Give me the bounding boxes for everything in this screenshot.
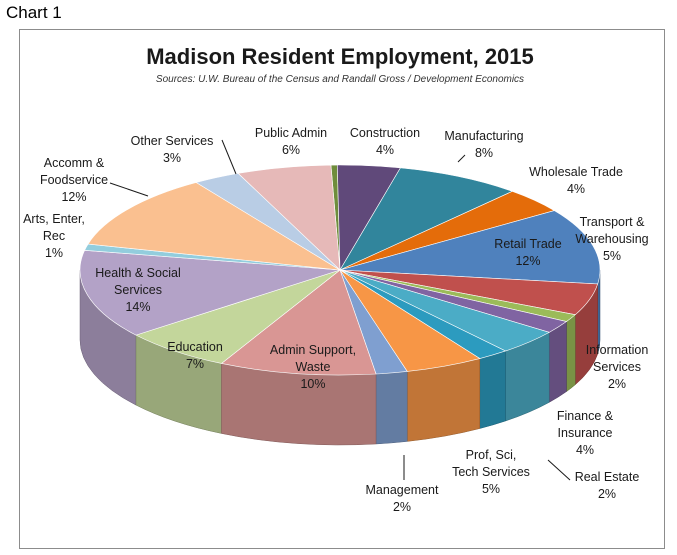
label-leaders <box>109 139 571 481</box>
slice-public-admin <box>237 164 341 271</box>
label-line: Insurance <box>558 426 613 440</box>
label-line: Public Admin <box>255 126 327 140</box>
label-line: 4% <box>576 443 594 457</box>
label-line: Services <box>593 360 641 374</box>
slice-health-social-services <box>79 249 341 336</box>
label-line: Real Estate <box>575 470 640 484</box>
label-line: Foodservice <box>40 173 108 187</box>
leader-accomm-foodservice <box>109 182 149 197</box>
label-line: 12% <box>515 254 540 268</box>
label-line: Education <box>167 340 223 354</box>
label-line: Prof, Sci, <box>466 448 517 462</box>
side-information-services <box>548 321 567 403</box>
chart-title: Madison Resident Employment, 2015 <box>146 44 534 69</box>
label-line: 2% <box>598 487 616 501</box>
chart-caption: Chart 1 <box>6 3 62 22</box>
label-line: Services <box>114 283 162 297</box>
label-finance-insurance: Finance & Insurance 4% <box>557 409 614 457</box>
label-public-admin: Public Admin 6% <box>255 126 327 157</box>
label-line: Other Services <box>131 134 214 148</box>
side-admin-support-waste <box>221 363 377 446</box>
label-line: 4% <box>376 143 394 157</box>
label-line: 10% <box>300 377 325 391</box>
label-line: 2% <box>393 500 411 514</box>
label-line: Waste <box>296 360 331 374</box>
label-education: Education 7% <box>167 340 223 371</box>
slice-retail-trade <box>339 210 601 285</box>
chart-subtitle: Sources: U.W. Bureau of the Census and R… <box>156 74 524 85</box>
label-line: Warehousing <box>575 232 648 246</box>
label-line: Management <box>366 483 439 497</box>
label-management: Management 2% <box>366 483 439 514</box>
label-information-services: Information Services 2% <box>586 343 649 391</box>
label-line: Manufacturing <box>444 129 523 143</box>
label-arts-enter-rec: Arts, Enter, Rec 1% <box>23 212 85 260</box>
label-construction: Construction 4% <box>350 126 420 157</box>
label-line: 5% <box>482 482 500 496</box>
leader-manufacturing <box>457 154 466 163</box>
label-line: 8% <box>475 146 493 160</box>
label-line: Finance & <box>557 409 614 423</box>
slice-labels: Construction 4% Manufacturing 8% Wholesale T… <box>23 126 649 514</box>
label-line: Tech Services <box>452 465 530 479</box>
side-real-estate <box>479 350 506 429</box>
label-wholesale-trade: Wholesale Trade 4% <box>529 165 623 196</box>
label-line: Transport & <box>580 215 646 229</box>
label-line: Construction <box>350 126 420 140</box>
label-manufacturing: Manufacturing 8% <box>444 129 523 160</box>
slice-accomm-foodservice <box>87 182 341 271</box>
label-admin-support-waste: Admin Support, Waste 10% <box>270 343 356 391</box>
leader-other-services <box>221 139 237 175</box>
label-other-services: Other Services 3% <box>131 134 214 165</box>
label-line: 7% <box>186 357 204 371</box>
label-line: Accomm & <box>44 156 105 170</box>
label-line: 12% <box>61 190 86 204</box>
side-management <box>375 371 408 445</box>
leader-real-estate <box>547 459 571 481</box>
label-line: Information <box>586 343 649 357</box>
label-line: Wholesale Trade <box>529 165 623 179</box>
side-utilities <box>566 314 576 393</box>
label-prof-sci-tech-services: Prof, Sci, Tech Services 5% <box>452 448 530 496</box>
pie-tops <box>79 164 601 376</box>
label-line: Admin Support, <box>270 343 356 357</box>
label-accomm-foodservice: Accomm & Foodservice 12% <box>40 156 108 204</box>
label-line: 4% <box>567 182 585 196</box>
label-line: 14% <box>125 300 150 314</box>
label-line: Rec <box>43 229 65 243</box>
label-retail-trade: Retail Trade 12% <box>494 237 561 268</box>
label-line: Health & Social <box>95 266 180 280</box>
slice-manufacturing <box>339 167 514 271</box>
side-prof-sci-tech-services <box>406 358 481 442</box>
label-transport-warehousing: Transport & Warehousing 5% <box>575 215 648 263</box>
label-line: 3% <box>163 151 181 165</box>
label-health-social-services: Health & Social Services 14% <box>95 266 180 314</box>
label-line: Retail Trade <box>494 237 561 251</box>
label-line: 5% <box>603 249 621 263</box>
slice-education <box>135 269 341 364</box>
label-line: Arts, Enter, <box>23 212 85 226</box>
label-line: 6% <box>282 143 300 157</box>
label-line: 1% <box>45 246 63 260</box>
slice-admin-support-waste <box>220 269 377 376</box>
label-line: 2% <box>608 377 626 391</box>
label-real-estate: Real Estate 2% <box>575 470 640 501</box>
